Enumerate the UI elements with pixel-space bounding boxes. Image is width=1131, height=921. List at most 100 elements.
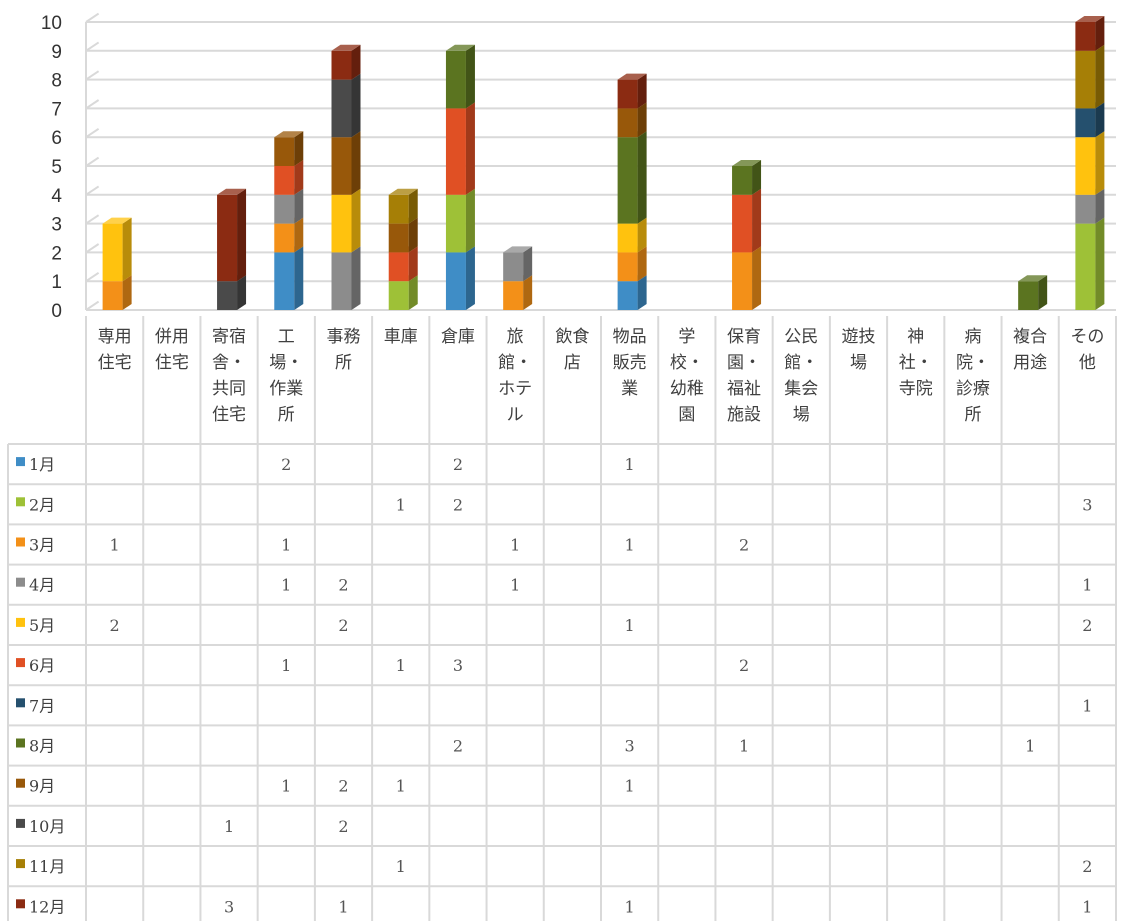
category-label: 保育 (727, 327, 761, 347)
data-table-value: 2 (338, 616, 348, 635)
bar-segment (274, 246, 304, 310)
bar-front (274, 252, 295, 310)
gridline-depth (85, 243, 100, 254)
bar-front (617, 79, 638, 109)
legend-label: 6月 (29, 656, 55, 675)
bar-top (217, 188, 247, 195)
legend-key (16, 617, 25, 627)
bar-segment (331, 246, 361, 310)
bar-side (465, 188, 475, 253)
legend-key (16, 457, 25, 467)
legend-key (16, 577, 25, 587)
category-label: 他 (1079, 353, 1096, 373)
bar-top (331, 44, 361, 51)
bar-front (388, 252, 409, 282)
data-table-value: 2 (1082, 857, 1092, 876)
y-tick-label: 9 (51, 42, 62, 63)
bar-side (408, 275, 418, 310)
bar-segment (732, 160, 762, 195)
category-label: 業 (621, 379, 638, 399)
data-table-value: 2 (453, 737, 463, 756)
category-label: 事務 (327, 327, 361, 347)
category-label: 物品 (613, 327, 647, 347)
bar-top (445, 44, 475, 51)
y-tick-label: 10 (41, 13, 62, 34)
bar-segment (388, 188, 418, 224)
bar-front (274, 137, 295, 166)
bar-segment (617, 73, 647, 109)
legend-label: 3月 (29, 536, 55, 555)
data-table-value: 1 (281, 777, 291, 796)
bar-front (331, 194, 352, 253)
bar-top (732, 160, 762, 166)
y-tick-label: 6 (51, 128, 62, 149)
data-table-value: 1 (281, 576, 291, 595)
data-table-value: 2 (110, 616, 120, 635)
bar-top (1075, 16, 1105, 22)
category-label: 公民 (784, 327, 818, 347)
bar-side (1095, 131, 1105, 195)
gridlines (85, 12, 1116, 311)
bar-front (217, 281, 238, 310)
bars (102, 16, 1105, 310)
bar-front (1075, 50, 1096, 109)
bar-front (617, 281, 638, 310)
data-table-value: 1 (1082, 696, 1092, 715)
bar-top (503, 246, 533, 253)
y-tick-label: 7 (51, 99, 62, 120)
data-table-value: 1 (1082, 576, 1092, 595)
category-label: 寄宿 (212, 327, 246, 347)
data-table-value: 1 (625, 455, 635, 474)
category-label: 神 (907, 327, 924, 347)
bar-side (294, 246, 304, 310)
legend-key (16, 818, 25, 828)
y-tick-label: 3 (51, 215, 62, 236)
data-table-value: 1 (281, 656, 291, 675)
bar-segment (1075, 44, 1105, 109)
category-label: 旅 (507, 327, 524, 347)
bar-side (408, 188, 418, 224)
data-table-value: 2 (338, 576, 348, 595)
data-table-value: 1 (396, 656, 406, 675)
bar-front (1075, 137, 1096, 195)
category-label: 住宅 (98, 353, 132, 373)
category-label: 複合 (1013, 327, 1047, 347)
bar-side (351, 246, 361, 310)
bar-segment (1075, 16, 1105, 51)
legend-label: 1月 (29, 455, 55, 474)
data-table-value: 3 (453, 656, 463, 675)
bar-side (752, 246, 762, 310)
bar-front (1075, 22, 1096, 51)
bar-segment (732, 188, 762, 253)
bar-side (1095, 102, 1105, 138)
bar-side (637, 275, 647, 310)
bar-side (1095, 16, 1105, 51)
legend-key (16, 698, 25, 708)
bar-top (617, 73, 647, 80)
category-label: 所 (964, 405, 981, 425)
bar-top (274, 131, 304, 138)
category-label: 場・ (269, 353, 303, 373)
gridline-depth (85, 156, 100, 167)
data-table-value: 2 (739, 536, 749, 555)
data-table-value: 1 (281, 536, 291, 555)
bar-segment (617, 131, 647, 224)
data-table-value: 1 (510, 576, 520, 595)
category-label: 工 (278, 327, 295, 347)
bar-side (294, 217, 304, 253)
data-table-value: 1 (396, 857, 406, 876)
category-label: 用途 (1013, 353, 1047, 373)
bar-top (102, 217, 132, 224)
bar-side (351, 73, 361, 138)
bar-front (445, 108, 466, 195)
bar-front (732, 194, 753, 253)
category-label: 車庫 (384, 327, 418, 347)
bar-segment (1075, 217, 1105, 310)
data-table-value: 1 (338, 897, 348, 916)
data-table-value: 1 (1082, 897, 1092, 916)
legend-label: 8月 (29, 737, 55, 756)
bar-side (1095, 217, 1105, 310)
category-label: 館・ (498, 353, 532, 373)
data-table-value: 1 (739, 737, 749, 756)
